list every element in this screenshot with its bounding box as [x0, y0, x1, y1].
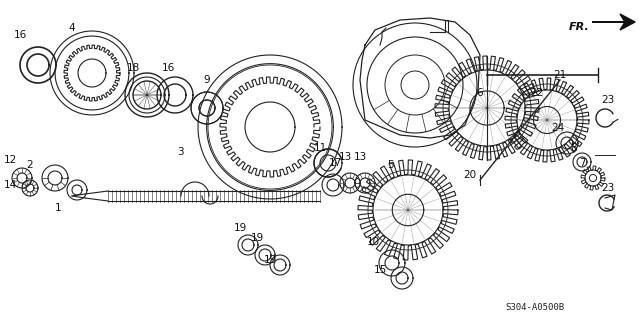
Text: 10: 10 [367, 237, 380, 247]
Text: 15: 15 [373, 265, 387, 275]
Text: 2: 2 [27, 160, 33, 170]
Text: 11: 11 [314, 143, 326, 153]
Text: 17: 17 [328, 158, 342, 168]
Text: 12: 12 [3, 155, 17, 165]
Text: 14: 14 [3, 180, 17, 190]
Text: 19: 19 [234, 223, 246, 233]
Text: 9: 9 [204, 75, 211, 85]
Text: 1: 1 [54, 203, 61, 213]
Text: 18: 18 [126, 63, 140, 73]
Text: 16: 16 [13, 30, 27, 40]
Text: 7: 7 [579, 158, 586, 168]
Text: 13: 13 [353, 152, 367, 162]
Text: 16: 16 [161, 63, 175, 73]
Text: FR.: FR. [569, 22, 590, 32]
Text: 6: 6 [477, 88, 483, 98]
Text: 23: 23 [602, 95, 614, 105]
Text: 8: 8 [571, 143, 577, 153]
Text: 20: 20 [463, 170, 477, 180]
Text: 4: 4 [68, 23, 76, 33]
Text: 3: 3 [177, 147, 183, 157]
Text: S304-A0500B: S304-A0500B [505, 303, 564, 313]
Text: 13: 13 [339, 152, 351, 162]
Text: 5: 5 [387, 160, 394, 170]
Text: 22: 22 [531, 88, 543, 98]
Text: 19: 19 [250, 233, 264, 243]
Text: 23: 23 [602, 183, 614, 193]
Text: 24: 24 [552, 123, 564, 133]
Text: 19: 19 [264, 255, 276, 265]
Text: 21: 21 [554, 70, 566, 80]
Polygon shape [592, 14, 635, 30]
